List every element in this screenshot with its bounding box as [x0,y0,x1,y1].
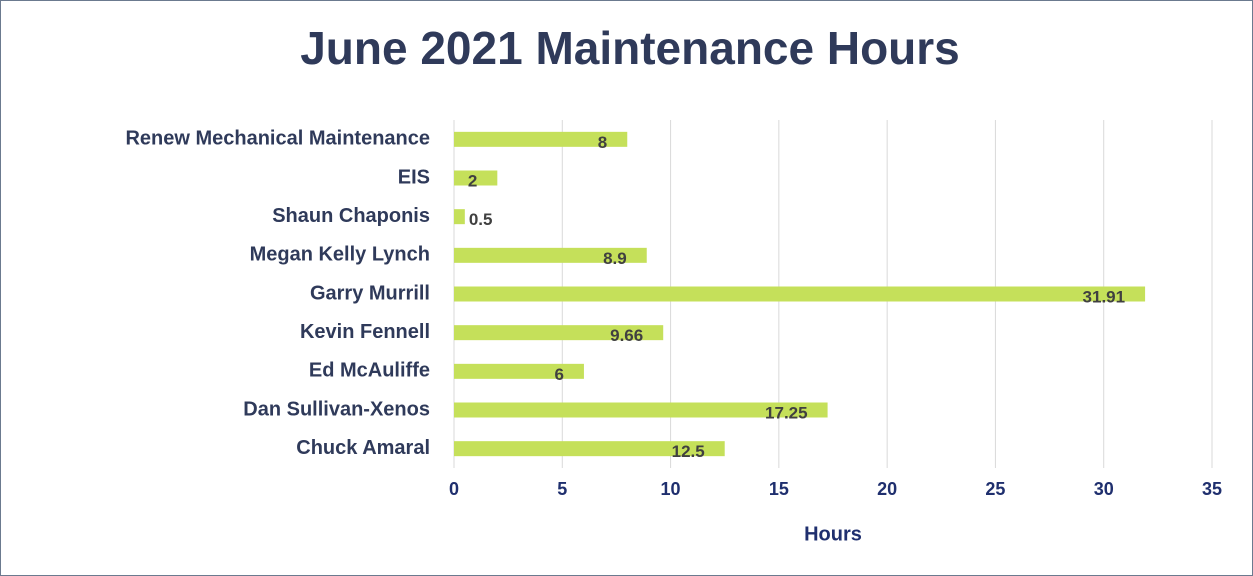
bar [454,209,465,225]
x-tick-label: 0 [449,479,459,499]
y-tick-label: Shaun Chaponis [272,205,430,227]
data-label: 31.91 [1083,287,1126,306]
y-tick-label: Dan Sullivan-Xenos [243,398,430,420]
bar [454,402,828,418]
data-label: 6 [554,365,563,384]
x-axis-label: Hours [804,523,862,545]
data-label: 8.9 [603,249,627,268]
data-label: 0.5 [469,210,493,229]
bar [454,286,1146,302]
data-label: 17.25 [765,403,808,422]
y-tick-label: Garry Murrill [310,282,430,304]
bar [454,363,584,379]
chart-title: June 2021 Maintenance Hours [300,22,960,74]
x-tick-label: 5 [557,479,567,499]
x-tick-label: 20 [877,479,897,499]
y-tick-label: EIS [398,166,430,188]
data-label: 12.5 [672,442,705,461]
x-tick-label: 30 [1094,479,1114,499]
y-tick-label: Renew Mechanical Maintenance [125,128,430,150]
y-tick-label: Kevin Fennell [300,321,430,343]
data-label: 2 [468,171,477,190]
x-tick-label: 10 [661,479,681,499]
x-tick-label: 25 [985,479,1005,499]
y-tick-label: Ed McAuliffe [309,360,430,382]
bar [454,131,628,147]
bar [454,325,664,341]
x-tick-label: 15 [769,479,789,499]
data-label: 8 [598,133,607,152]
y-tick-label: Megan Kelly Lynch [250,244,430,266]
bar [454,441,725,457]
data-label: 9.66 [610,326,643,345]
bar [454,170,498,186]
bar [454,247,647,263]
y-tick-label: Chuck Amaral [296,437,430,459]
x-tick-label: 35 [1202,479,1222,499]
